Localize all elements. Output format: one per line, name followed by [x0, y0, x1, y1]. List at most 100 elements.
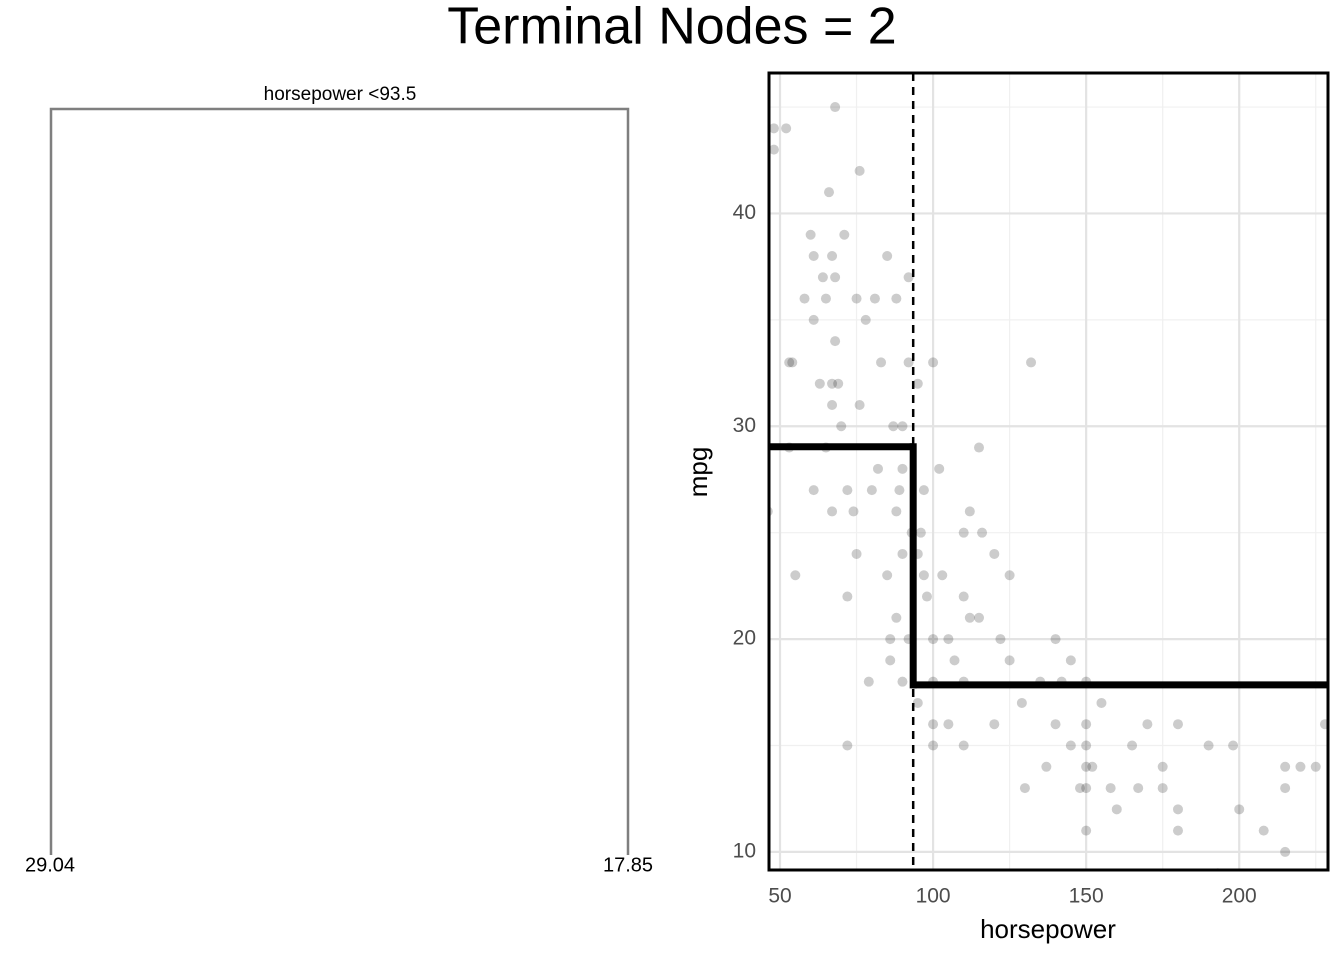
point — [891, 506, 902, 517]
point — [918, 570, 929, 581]
point — [882, 570, 893, 581]
point — [1280, 783, 1291, 794]
point — [989, 719, 1000, 730]
point — [830, 336, 841, 347]
x-tick-label: 100 — [916, 885, 951, 908]
point — [903, 357, 914, 368]
split-label: horsepower <93.5 — [264, 84, 417, 105]
point — [1280, 761, 1291, 772]
point — [958, 527, 969, 538]
x-axis-title: horsepower — [980, 914, 1116, 944]
point — [854, 165, 865, 176]
point — [808, 251, 819, 262]
point — [851, 293, 862, 304]
figure-title: Terminal Nodes = 2 — [447, 0, 896, 56]
point — [1016, 697, 1027, 708]
point — [1050, 634, 1061, 645]
point — [790, 570, 801, 581]
point — [918, 485, 929, 496]
point — [891, 293, 902, 304]
point — [848, 506, 859, 517]
point — [1087, 761, 1098, 772]
point — [897, 463, 908, 474]
point — [995, 634, 1006, 645]
point — [885, 634, 896, 645]
tree — [49, 107, 630, 855]
point — [1105, 783, 1116, 794]
point — [827, 251, 838, 262]
point — [799, 293, 810, 304]
point — [1310, 761, 1321, 772]
point — [1127, 740, 1138, 751]
point — [977, 527, 988, 538]
y-tick-label: 40 — [733, 201, 756, 224]
point — [839, 229, 850, 240]
point — [1133, 783, 1144, 794]
tree-branch — [49, 107, 630, 855]
point — [769, 123, 779, 134]
point — [1026, 357, 1037, 368]
point — [808, 314, 819, 325]
plot-border — [767, 71, 1330, 872]
point — [1004, 655, 1015, 666]
point — [1041, 761, 1052, 772]
leaf-label: 17.85 — [603, 854, 653, 876]
grid — [769, 73, 1328, 870]
point — [836, 421, 847, 432]
x-tick-label: 200 — [1222, 885, 1257, 908]
point — [824, 187, 835, 198]
point — [928, 719, 939, 730]
point — [897, 421, 908, 432]
point — [784, 357, 795, 368]
point — [885, 655, 896, 666]
point — [1228, 740, 1239, 751]
point — [805, 229, 816, 240]
point — [1111, 804, 1122, 815]
point — [1065, 740, 1076, 751]
point — [1157, 761, 1168, 772]
point — [921, 591, 932, 602]
point — [842, 485, 853, 496]
point — [937, 570, 948, 581]
point — [1065, 655, 1076, 666]
point — [876, 357, 887, 368]
point — [1172, 719, 1183, 730]
point — [863, 676, 874, 687]
point — [915, 527, 926, 538]
point — [943, 634, 954, 645]
point — [894, 485, 905, 496]
point — [903, 272, 914, 283]
point — [830, 102, 841, 113]
y-axis-title: mpg — [683, 447, 713, 498]
point — [1280, 846, 1291, 857]
point — [989, 548, 1000, 559]
point — [860, 314, 871, 325]
axes: 50 100 150 200 10 20 30 40 — [733, 71, 1330, 908]
point — [964, 612, 975, 623]
leaf-label: 29.04 — [25, 854, 75, 876]
point — [827, 378, 838, 389]
point — [869, 293, 880, 304]
plot-area — [769, 59, 1328, 870]
point — [814, 378, 825, 389]
point — [882, 251, 893, 262]
point — [958, 591, 969, 602]
x-tick-label: 50 — [768, 885, 791, 908]
point — [866, 485, 877, 496]
point — [1019, 783, 1030, 794]
point — [912, 378, 923, 389]
point — [854, 399, 865, 410]
x-tick-label: 150 — [1069, 885, 1104, 908]
point — [928, 357, 939, 368]
point — [1319, 719, 1328, 730]
point — [1172, 825, 1183, 836]
point — [1096, 697, 1107, 708]
point — [1142, 719, 1153, 730]
point — [824, 59, 834, 69]
y-tick-label: 20 — [733, 627, 756, 650]
point — [769, 144, 779, 155]
point — [934, 463, 945, 474]
point — [943, 719, 954, 730]
point — [1081, 719, 1092, 730]
